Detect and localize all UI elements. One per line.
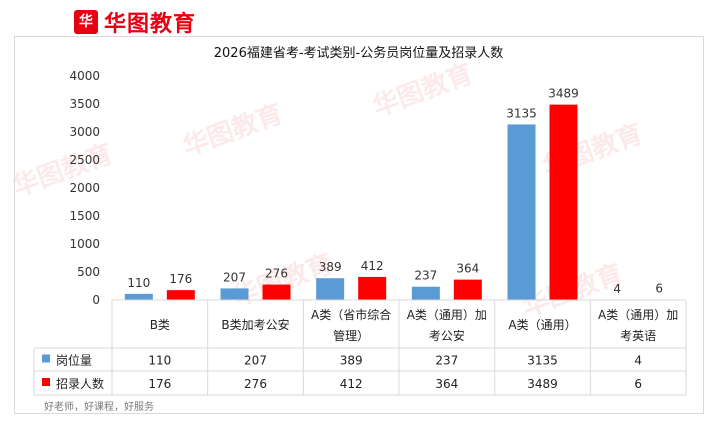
legend-swatch — [42, 354, 50, 363]
data-label: 389 — [319, 260, 342, 274]
y-tick-label: 0 — [92, 293, 100, 307]
data-label: 412 — [361, 259, 384, 273]
bar-series1 — [316, 278, 345, 300]
data-label: 4 — [613, 282, 621, 296]
category-label: 管理） — [333, 328, 369, 343]
bar-series1 — [124, 293, 153, 300]
data-label: 3135 — [506, 106, 537, 120]
legend-label: 岗位量 — [56, 353, 92, 368]
y-tick-label: 2000 — [69, 181, 100, 195]
logo-text: 华图教育 — [104, 12, 197, 37]
bar-series1 — [411, 286, 440, 300]
table-cell: 176 — [148, 377, 171, 391]
bar-series2 — [262, 284, 291, 300]
bar-series2 — [166, 290, 195, 300]
y-tick-label: 4000 — [69, 69, 100, 83]
bar-series1 — [507, 124, 536, 300]
bar-series2 — [453, 279, 482, 300]
data-label: 207 — [223, 270, 246, 284]
data-label: 176 — [169, 272, 192, 286]
table-cell: 237 — [435, 354, 458, 368]
table-cell: 110 — [148, 354, 171, 368]
legend-label: 招录人数 — [56, 376, 104, 391]
data-label: 364 — [456, 262, 479, 276]
category-label: A类（通用）加 — [598, 308, 678, 322]
table-cell: 412 — [340, 377, 363, 391]
bar-series2 — [549, 104, 578, 300]
category-label: B类加考公安 — [221, 317, 289, 332]
table-cell: 3489 — [527, 377, 558, 391]
y-tick-label: 2500 — [69, 153, 100, 167]
category-label: A类（通用）加 — [407, 308, 487, 322]
data-label: 6 — [655, 282, 663, 296]
legend-swatch — [42, 378, 50, 386]
table-cell: 6 — [634, 377, 642, 391]
category-label: 考公安 — [429, 328, 465, 343]
chart-frame — [14, 36, 704, 414]
y-tick-label: 3000 — [69, 125, 100, 139]
category-label: 考英语 — [620, 329, 656, 343]
logo-icon: 华 — [74, 10, 98, 34]
y-tick-label: 500 — [77, 265, 100, 279]
table-cell: 389 — [340, 354, 363, 368]
category-label: B类 — [150, 318, 170, 332]
bar-series2 — [358, 276, 387, 300]
data-label: 276 — [265, 267, 288, 281]
data-label: 3489 — [548, 87, 579, 101]
bar-series1 — [220, 288, 249, 300]
table-cell: 207 — [244, 354, 267, 368]
y-tick-label: 1500 — [69, 209, 100, 223]
footer-slogan: 好老师，好课程，好服务 — [44, 402, 154, 413]
table-cell: 4 — [634, 354, 642, 368]
category-label: A类（省市综合 — [311, 307, 391, 322]
data-label: 110 — [127, 276, 150, 290]
data-label: 237 — [414, 269, 437, 283]
brand-logo: 华 华图教育 — [74, 6, 196, 38]
category-label: A类（通用） — [508, 318, 576, 332]
y-tick-label: 1000 — [69, 237, 100, 251]
y-tick-label: 3500 — [69, 97, 100, 111]
table-cell: 364 — [435, 377, 458, 391]
chart-title: 2026福建省考-考试类别-公务员岗位量及招录人数 — [213, 46, 504, 61]
table-cell: 276 — [244, 377, 267, 391]
table-cell: 3135 — [527, 354, 558, 368]
